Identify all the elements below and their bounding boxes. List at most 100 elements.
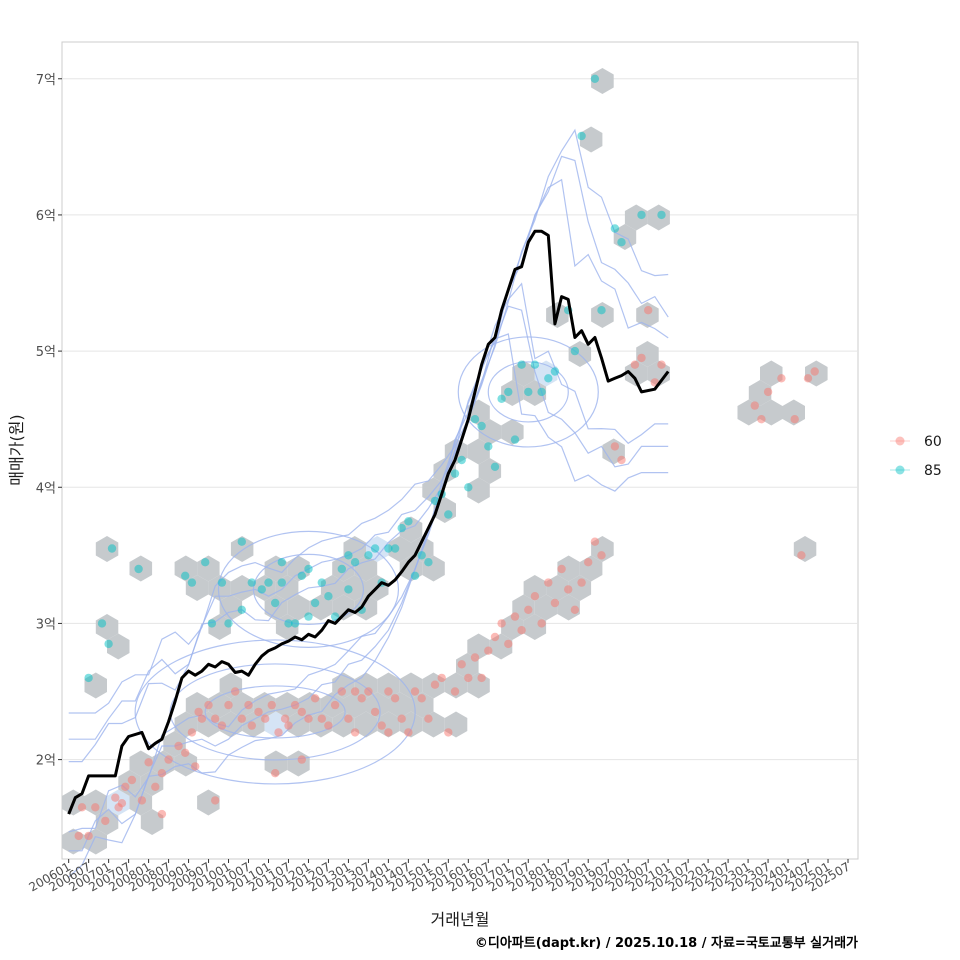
point-85-66 bbox=[490, 462, 500, 471]
point-85-5 bbox=[181, 571, 190, 580]
density-contour-4 bbox=[68, 305, 669, 852]
point-60-85 bbox=[750, 401, 759, 410]
density-contour-5 bbox=[68, 333, 669, 878]
point-85-67 bbox=[597, 306, 606, 315]
point-60-72 bbox=[557, 564, 566, 574]
point-60-91 bbox=[803, 374, 813, 383]
point-85-18 bbox=[304, 564, 313, 574]
point-60-7 bbox=[121, 782, 130, 791]
point-60-87 bbox=[763, 387, 773, 397]
point-85-32 bbox=[404, 517, 413, 526]
point-60-65 bbox=[510, 612, 520, 621]
point-60-66 bbox=[517, 626, 526, 635]
hex-cell-54 bbox=[557, 594, 580, 621]
point-85-22 bbox=[330, 612, 340, 621]
point-85-3 bbox=[107, 544, 117, 553]
source-caption: ©디아파트(dapt.kr) / 2025.10.18 / 자료=국토교통부 실… bbox=[475, 935, 858, 951]
point-60-27 bbox=[254, 707, 263, 717]
point-85-7 bbox=[201, 558, 210, 567]
point-60-14 bbox=[174, 741, 183, 751]
point-60-17 bbox=[194, 707, 203, 717]
point-85-57 bbox=[637, 210, 646, 220]
point-60-41 bbox=[344, 714, 353, 723]
point-85-8 bbox=[207, 619, 217, 628]
point-60-24 bbox=[237, 714, 246, 723]
point-60-38 bbox=[324, 721, 333, 730]
hex-cell-113 bbox=[523, 380, 547, 406]
point-60-25 bbox=[244, 700, 253, 710]
point-60-37 bbox=[317, 714, 326, 723]
hex-cell-49 bbox=[523, 575, 547, 601]
point-85-43 bbox=[504, 387, 513, 397]
density-ring-4 bbox=[217, 530, 400, 648]
point-60-70 bbox=[544, 578, 553, 587]
point-60-64 bbox=[504, 639, 513, 649]
y-tick-label-0: 2억 bbox=[36, 754, 56, 769]
point-60-63 bbox=[497, 619, 506, 628]
hex-cell-123 bbox=[230, 536, 254, 562]
point-60-34 bbox=[297, 707, 306, 717]
point-85-2 bbox=[104, 639, 113, 649]
point-85-17 bbox=[297, 571, 306, 580]
hex-cell-61 bbox=[636, 302, 659, 328]
hex-cell-117 bbox=[579, 126, 603, 153]
point-60-42 bbox=[350, 728, 360, 737]
hex-cell-128 bbox=[591, 302, 614, 328]
point-85-11 bbox=[247, 578, 256, 587]
point-60-59 bbox=[470, 653, 480, 662]
hex-cell-64 bbox=[760, 399, 783, 426]
point-85-0 bbox=[84, 673, 93, 683]
point-60-77 bbox=[590, 537, 600, 546]
point-85-27 bbox=[364, 551, 373, 560]
hex-cell-78 bbox=[95, 536, 119, 562]
point-60-44 bbox=[364, 687, 373, 696]
point-60-60 bbox=[477, 673, 486, 683]
point-60-67 bbox=[524, 605, 533, 614]
point-60-73 bbox=[564, 585, 573, 594]
point-85-61 bbox=[237, 537, 246, 546]
density-ring-6 bbox=[457, 336, 599, 448]
point-85-53 bbox=[577, 131, 586, 141]
point-85-40 bbox=[477, 421, 486, 431]
y-tick-label-4: 6억 bbox=[36, 209, 56, 224]
hex-cell-18 bbox=[230, 692, 254, 718]
point-85-14 bbox=[271, 598, 280, 608]
point-85-69 bbox=[390, 544, 400, 553]
point-60-40 bbox=[337, 687, 346, 696]
point-60-76 bbox=[584, 558, 593, 567]
point-85-62 bbox=[224, 619, 233, 628]
point-60-9 bbox=[137, 796, 147, 805]
point-60-93 bbox=[211, 796, 220, 805]
hex-cell-45 bbox=[467, 633, 490, 660]
point-85-56 bbox=[617, 238, 626, 247]
hex-cell-23 bbox=[275, 692, 299, 718]
point-85-70 bbox=[304, 612, 313, 621]
point-60-12 bbox=[157, 769, 167, 778]
hex-cell-74 bbox=[140, 809, 164, 835]
point-85-25 bbox=[350, 558, 360, 567]
hex-cell-80 bbox=[174, 555, 198, 582]
point-60-89 bbox=[790, 415, 799, 424]
point-85-60 bbox=[284, 619, 293, 628]
point-60-22 bbox=[224, 700, 233, 710]
point-85-37 bbox=[450, 469, 460, 478]
point-85-19 bbox=[310, 598, 320, 608]
points-60-layer bbox=[74, 306, 819, 841]
legend-key-60 bbox=[895, 436, 905, 446]
hex-cell-85 bbox=[219, 594, 243, 621]
density-contour-0 bbox=[68, 128, 669, 714]
point-60-62 bbox=[490, 632, 500, 642]
hex-cell-42 bbox=[444, 672, 468, 699]
point-85-24 bbox=[344, 585, 353, 594]
point-60-43 bbox=[357, 694, 366, 703]
y-tick-label-1: 3억 bbox=[36, 617, 56, 632]
point-85-6 bbox=[187, 578, 197, 587]
hex-cell-97 bbox=[354, 555, 378, 582]
point-60-79 bbox=[610, 442, 620, 451]
point-85-41 bbox=[484, 442, 493, 451]
point-85-23 bbox=[337, 564, 346, 574]
point-85-39 bbox=[470, 415, 480, 424]
point-85-64 bbox=[424, 558, 433, 567]
legend-key-85 bbox=[895, 465, 905, 475]
hex-cell-3 bbox=[84, 789, 107, 816]
